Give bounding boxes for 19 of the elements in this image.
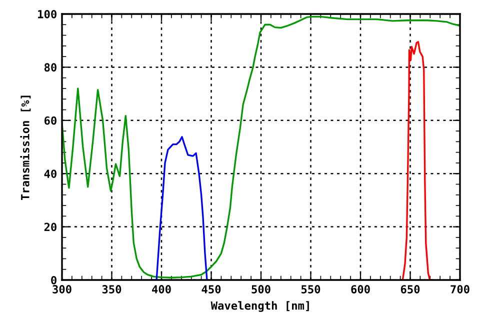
line-series: [62, 16, 460, 278]
y-tick-label: 20: [44, 222, 56, 232]
x-tick-label: 550: [301, 285, 320, 294]
y-tick-label: 40: [44, 170, 56, 178]
y-axis-title: Transmission [%]: [20, 96, 31, 200]
y-tick-label: 0: [51, 276, 56, 284]
line-series: [399, 41, 433, 280]
x-tick-label: 300: [52, 285, 72, 294]
x-tick-label: 600: [351, 285, 370, 294]
y-tick-label: 60: [44, 116, 56, 125]
x-tick-label: 650: [400, 285, 420, 294]
x-tick-label: 400: [152, 285, 171, 294]
x-tick-label: 350: [102, 285, 122, 294]
y-tick-label: 100: [38, 10, 56, 18]
x-tick-label: 450: [202, 285, 221, 294]
y-tick-label: 80: [44, 63, 56, 72]
x-tick-label: 700: [450, 285, 470, 294]
x-axis-title: Wavelength [nm]: [210, 301, 309, 312]
x-tick-label: 500: [252, 285, 270, 294]
